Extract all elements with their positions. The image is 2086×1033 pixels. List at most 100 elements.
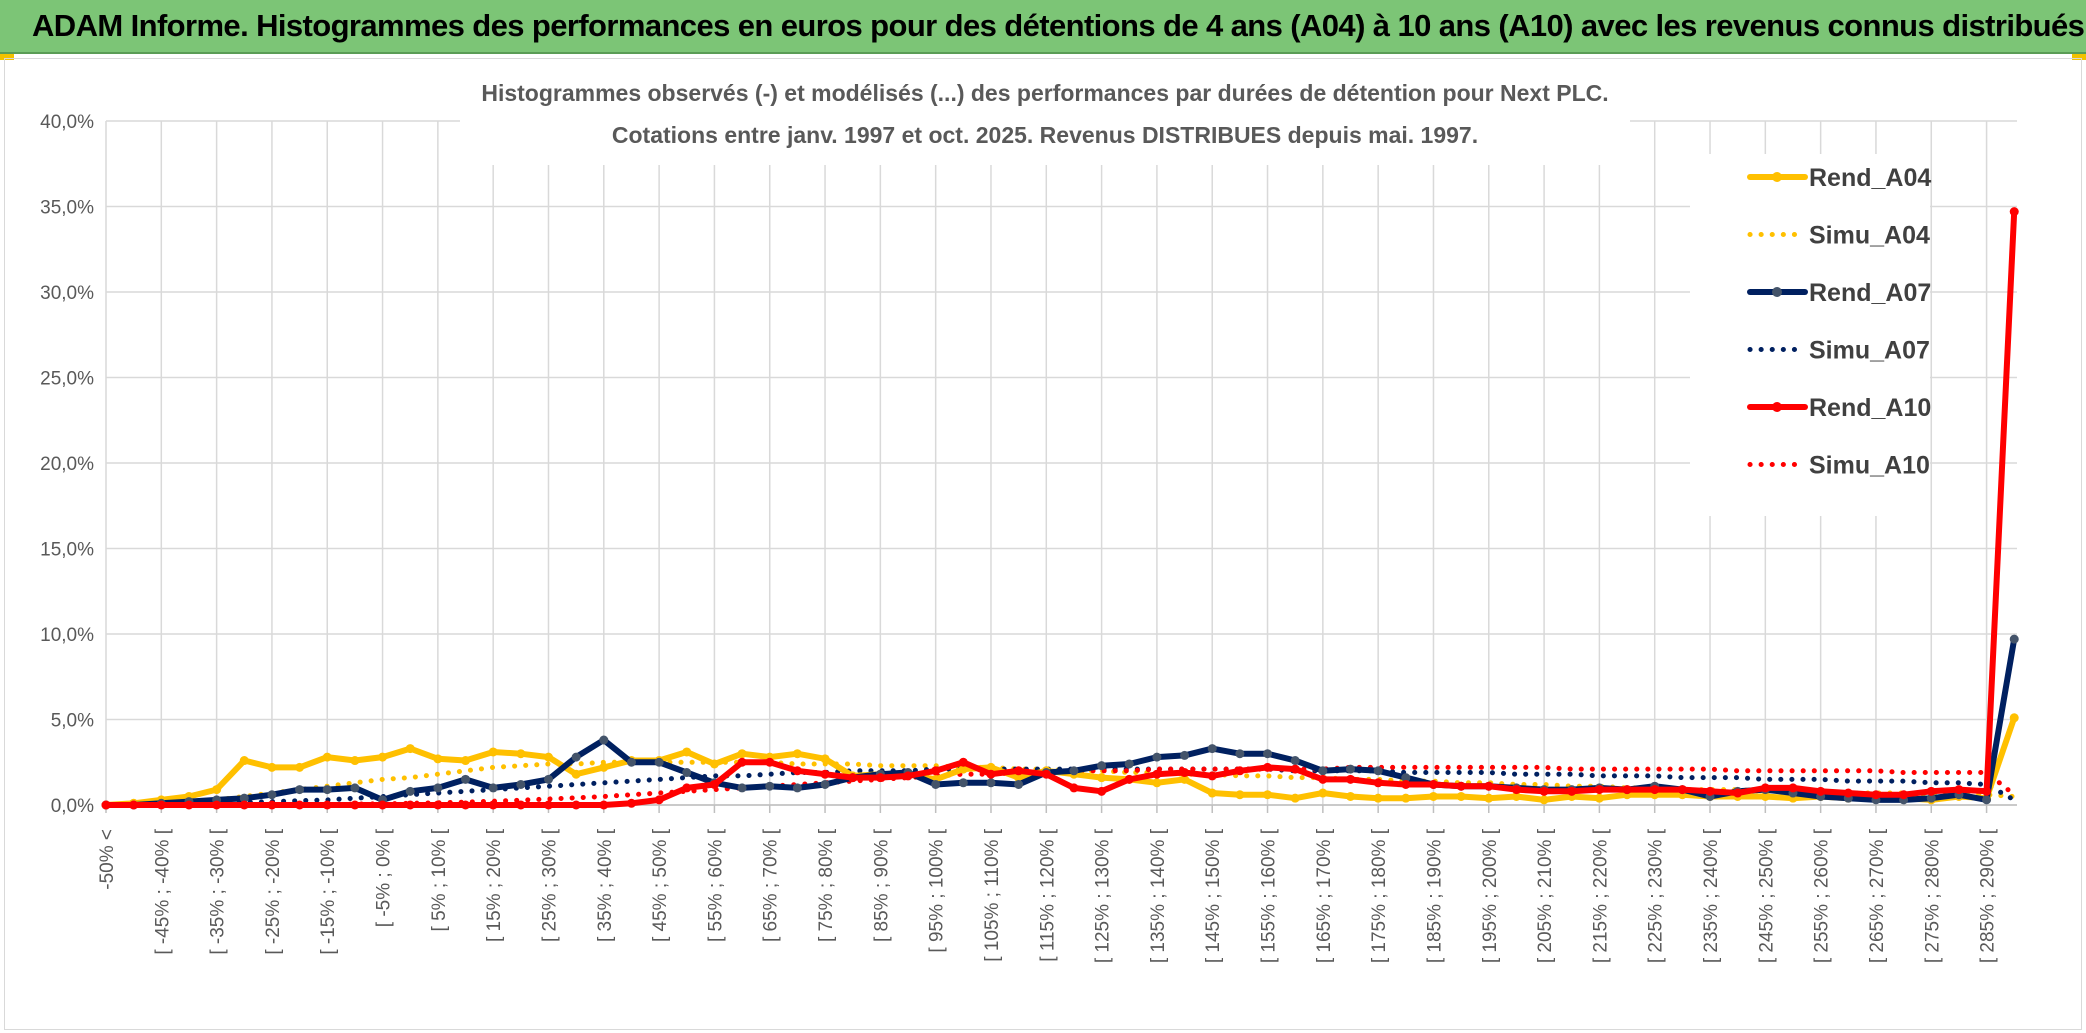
y-tick-label: 5,0% — [51, 711, 94, 732]
y-tick-label: 30,0% — [40, 283, 94, 304]
data-point-rend-a07 — [931, 779, 941, 789]
data-point-rend-a07 — [1207, 744, 1217, 754]
data-point-rend-a04 — [1318, 788, 1328, 798]
data-point-rend-a07 — [1290, 756, 1300, 766]
x-tick-label: [ 165% ; 170% [ — [1314, 828, 1335, 963]
x-tick-label: [ 195% ; 200% [ — [1480, 828, 1501, 963]
data-point-rend-a10 — [1235, 766, 1245, 776]
data-point-rend-a04 — [295, 762, 305, 772]
data-point-rend-a04 — [1097, 773, 1107, 783]
x-tick-label: [ -15% ; -10% [ — [318, 828, 339, 954]
data-point-rend-a10 — [1152, 769, 1162, 779]
y-tick-label: 15,0% — [40, 540, 94, 561]
data-point-rend-a04 — [1290, 793, 1300, 803]
data-point-rend-a10 — [1899, 790, 1909, 800]
data-point-rend-a10 — [543, 800, 553, 810]
x-tick-label: [ 175% ; 180% [ — [1369, 828, 1390, 963]
corner-mark-left — [0, 54, 14, 60]
data-point-rend-a10 — [1263, 762, 1273, 772]
chart-area: 0,0% 5,0% 10,0% 15,0% 20,0% 25,0% 30,0% 35,0% 40… — [4, 58, 2082, 1030]
data-point-rend-a10 — [1705, 786, 1715, 796]
data-point-rend-a07 — [1318, 766, 1328, 776]
data-point-rend-a07 — [792, 783, 802, 793]
data-point-rend-a07 — [1346, 764, 1356, 774]
data-point-rend-a04 — [1428, 791, 1438, 801]
x-tick-label: [ 185% ; 190% [ — [1424, 828, 1445, 963]
x-tick-label: [ 225% ; 230% [ — [1646, 828, 1667, 963]
data-point-rend-a07 — [295, 785, 305, 795]
data-point-rend-a10 — [1871, 790, 1881, 800]
data-point-rend-a04 — [212, 785, 222, 795]
data-point-rend-a10 — [1124, 774, 1134, 784]
data-point-rend-a10 — [1650, 785, 1660, 795]
data-point-rend-a10 — [1097, 786, 1107, 796]
data-point-rend-a10 — [1207, 771, 1217, 781]
x-tick-label: [ 235% ; 240% [ — [1701, 828, 1722, 963]
data-point-rend-a07 — [405, 786, 415, 796]
data-point-rend-a07 — [433, 783, 443, 793]
data-point-rend-a10 — [101, 800, 111, 810]
data-point-rend-a07 — [543, 774, 553, 784]
data-point-rend-a04 — [1263, 790, 1273, 800]
data-point-rend-a07 — [958, 778, 968, 788]
data-point-rend-a07 — [1373, 766, 1383, 776]
legend-label: Simu_A04 — [1809, 222, 1930, 250]
data-point-rend-a04 — [378, 752, 388, 762]
data-point-rend-a07 — [461, 774, 471, 784]
data-point-rend-a10 — [1346, 774, 1356, 784]
data-point-rend-a07 — [1401, 773, 1411, 783]
data-point-rend-a10 — [156, 800, 166, 810]
data-point-rend-a10 — [1456, 781, 1466, 791]
header-bar: ADAM Informe. Histogrammes des performan… — [0, 0, 2086, 54]
x-tick-label: [ 215% ; 220% [ — [1590, 828, 1611, 963]
data-point-rend-a04 — [433, 754, 443, 764]
data-point-rend-a10 — [986, 769, 996, 779]
data-point-rend-a07 — [599, 735, 609, 745]
x-tick-label: [ 45% ; 50% [ — [650, 828, 671, 942]
x-tick-label: [ 265% ; 270% [ — [1867, 828, 1888, 963]
data-point-rend-a10 — [1733, 788, 1743, 798]
data-point-rend-a10 — [1760, 783, 1770, 793]
legend-label: Simu_A10 — [1809, 452, 1930, 480]
data-point-rend-a04 — [709, 759, 719, 769]
x-tick-label: [ 205% ; 210% [ — [1535, 828, 1556, 963]
y-tick-label: 40,0% — [40, 112, 94, 133]
data-point-rend-a10 — [654, 795, 664, 805]
data-point-rend-a04 — [2009, 713, 2019, 723]
data-point-rend-a04 — [1235, 790, 1245, 800]
data-point-rend-a04 — [986, 762, 996, 772]
data-point-rend-a04 — [1401, 793, 1411, 803]
data-point-rend-a10 — [1290, 764, 1300, 774]
data-point-rend-a10 — [1401, 779, 1411, 789]
data-point-rend-a10 — [1622, 785, 1632, 795]
x-tick-label: [ 135% ; 140% [ — [1148, 828, 1169, 963]
data-point-rend-a04 — [461, 756, 471, 766]
data-point-rend-a04 — [1014, 773, 1024, 783]
x-tick-label: [ 35% ; 40% [ — [595, 828, 616, 942]
data-point-rend-a10 — [820, 769, 830, 779]
data-point-rend-a04 — [350, 756, 360, 766]
line-chart: 0,0% 5,0% 10,0% 15,0% 20,0% 25,0% 30,0% 35,0% 40… — [40, 59, 2019, 963]
data-point-rend-a10 — [875, 773, 885, 783]
x-tick-label: [ -35% ; -30% [ — [208, 828, 229, 954]
x-tick-label: [ -5% ; 0% [ — [374, 828, 395, 927]
data-point-rend-a07 — [765, 781, 775, 791]
legend-marker — [1772, 402, 1782, 412]
x-tick-label: [ 245% ; 250% [ — [1756, 828, 1777, 963]
data-point-rend-a10 — [765, 757, 775, 767]
chart-title: Histogrammes observés (-) et modélisés (… — [481, 80, 1608, 106]
data-point-rend-a07 — [322, 785, 332, 795]
data-point-rend-a07 — [1124, 759, 1134, 769]
data-point-rend-a07 — [654, 757, 664, 767]
data-point-rend-a10 — [1982, 786, 1992, 796]
data-point-rend-a10 — [1677, 785, 1687, 795]
data-point-rend-a10 — [295, 800, 305, 810]
data-point-rend-a04 — [516, 749, 526, 759]
data-point-rend-a07 — [350, 783, 360, 793]
data-point-rend-a10 — [1373, 778, 1383, 788]
x-tick-label: [ 125% ; 130% [ — [1093, 828, 1114, 963]
x-tick-label: [ 95% ; 100% [ — [927, 828, 948, 952]
data-point-rend-a04 — [322, 752, 332, 762]
data-point-rend-a07 — [516, 779, 526, 789]
data-point-rend-a07 — [571, 752, 581, 762]
